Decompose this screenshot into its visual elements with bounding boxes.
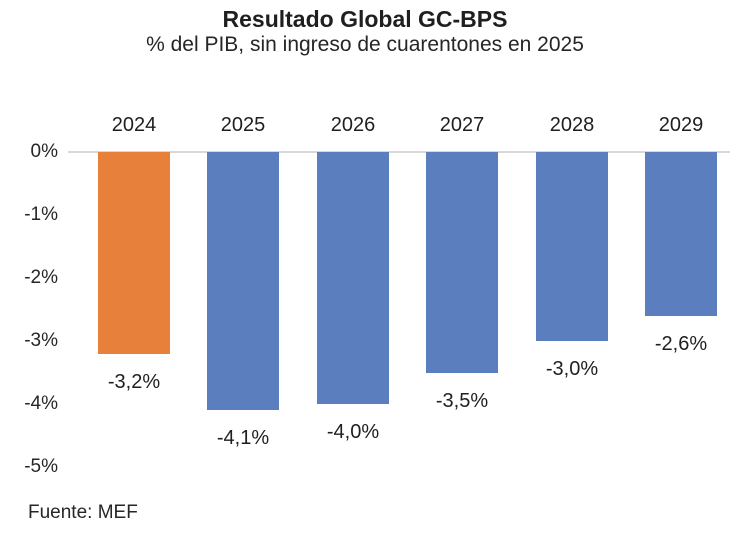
bar-2024: [98, 152, 170, 354]
category-label: 2029: [658, 114, 704, 136]
category-label: 2028: [549, 114, 595, 136]
y-axis-tick-label: -5%: [24, 456, 58, 477]
y-axis-tick-label: 0%: [30, 141, 58, 162]
zero-axis-line: [68, 151, 730, 153]
value-label: -2,6%: [654, 333, 708, 355]
bar-2025: [207, 152, 279, 410]
category-label: 2024: [111, 114, 157, 136]
value-label: -3,2%: [107, 371, 161, 393]
source-note: Fuente: MEF: [28, 502, 138, 523]
bar-2028: [536, 152, 608, 341]
category-label: 2026: [330, 114, 376, 136]
chart-subtitle: % del PIB, sin ingreso de cuarentones en…: [146, 33, 584, 56]
chart-title: Resultado Global GC-BPS: [222, 6, 508, 32]
y-axis-tick-label: -2%: [24, 267, 58, 288]
y-axis-tick-label: -1%: [24, 204, 58, 225]
category-label: 2027: [439, 114, 485, 136]
y-axis-tick-label: -3%: [24, 330, 58, 351]
bar-2029: [645, 152, 717, 316]
category-label: 2025: [220, 114, 266, 136]
bar-2026: [317, 152, 389, 404]
value-label: -3,5%: [435, 390, 489, 412]
y-axis-tick-label: -4%: [24, 393, 58, 414]
value-label: -3,0%: [545, 358, 599, 380]
bar-2027: [426, 152, 498, 373]
value-label: -4,1%: [216, 427, 270, 449]
value-label: -4,0%: [326, 421, 380, 443]
